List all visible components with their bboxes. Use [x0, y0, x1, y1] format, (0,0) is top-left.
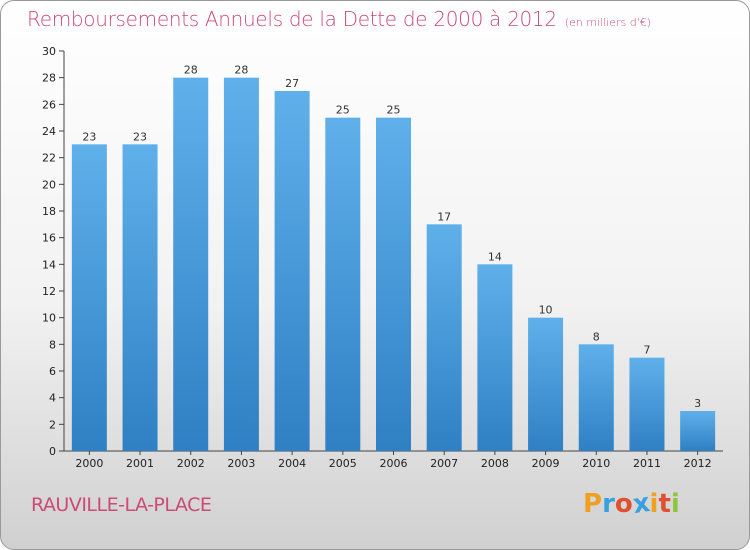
x-tick-label: 2005	[329, 457, 357, 470]
y-tick-label: 30	[42, 45, 56, 58]
bar	[426, 224, 462, 451]
bar	[477, 264, 513, 451]
x-tick-label: 2011	[633, 457, 661, 470]
bar-value-label: 27	[285, 77, 299, 90]
y-tick-label: 8	[49, 338, 56, 351]
logo-letter: x	[630, 487, 652, 521]
bar	[578, 344, 614, 451]
bar-value-label: 17	[437, 210, 451, 223]
bar	[629, 357, 665, 451]
y-tick-label: 10	[42, 312, 56, 325]
logo-letter: P	[583, 489, 603, 519]
bar-value-label: 23	[133, 130, 147, 143]
bar	[71, 144, 107, 452]
x-tick-label: 2008	[481, 457, 509, 470]
x-tick-label: 2012	[684, 457, 712, 470]
y-tick-label: 2	[49, 418, 56, 431]
chart-bars: 23 23 28 28 27 25 25 17 14 10 8 7 3	[71, 64, 716, 452]
x-tick-label: 2010	[582, 457, 610, 470]
y-tick-label: 26	[42, 98, 56, 111]
chart-title-block: Remboursements Annuels de la Dette de 20…	[27, 7, 651, 31]
bar	[680, 411, 716, 451]
y-tick-label: 14	[42, 258, 56, 271]
bar-value-label: 14	[488, 250, 502, 263]
y-tick-label: 16	[42, 232, 56, 245]
logo-letter: i	[649, 489, 659, 519]
x-tick-label: 2000	[75, 457, 103, 470]
y-tick-label: 24	[42, 125, 56, 138]
bar	[528, 317, 564, 451]
x-tick-label: 2002	[177, 457, 205, 470]
bar-value-label: 23	[82, 130, 96, 143]
x-tick-label: 2007	[430, 457, 458, 470]
bar	[122, 144, 158, 452]
y-tick-label: 18	[42, 205, 56, 218]
y-tick-label: 12	[42, 285, 56, 298]
bar	[173, 77, 209, 452]
logo-letter: o	[614, 489, 633, 519]
x-tick-label: 2004	[278, 457, 306, 470]
chart-title: Remboursements Annuels de la Dette de 20…	[27, 7, 557, 31]
y-tick-label: 6	[49, 365, 56, 378]
bar-value-label: 8	[593, 330, 600, 343]
y-tick-label: 28	[42, 72, 56, 85]
bar	[376, 117, 411, 452]
bar-value-label: 3	[694, 397, 701, 410]
logo-letter: i	[670, 489, 680, 519]
bar-value-label: 28	[184, 64, 198, 77]
bar-value-label: 7	[643, 344, 650, 357]
y-tick-label: 20	[42, 178, 56, 191]
y-tick-label: 4	[49, 392, 56, 405]
logo-letter: r	[602, 489, 615, 519]
proxiti-logo: Proxiti	[583, 487, 680, 521]
x-tick-label: 2006	[380, 457, 408, 470]
bar-value-label: 25	[387, 104, 401, 117]
bar-value-label: 28	[234, 64, 248, 77]
chart-subtitle: (en milliers d'€)	[564, 16, 652, 29]
logo-letter: t	[658, 489, 671, 519]
bar-value-label: 25	[336, 104, 350, 117]
y-tick-label: 0	[49, 445, 56, 458]
y-tick-label: 22	[42, 152, 56, 165]
bar	[325, 117, 361, 452]
x-tick-label: 2009	[532, 457, 560, 470]
bar	[274, 91, 310, 451]
x-tick-label: 2003	[227, 457, 255, 470]
bar	[223, 77, 259, 452]
commune-name: RAUVILLE-LA-PLACE	[31, 494, 212, 516]
bar-value-label: 10	[539, 304, 553, 317]
x-tick-label: 2001	[126, 457, 154, 470]
